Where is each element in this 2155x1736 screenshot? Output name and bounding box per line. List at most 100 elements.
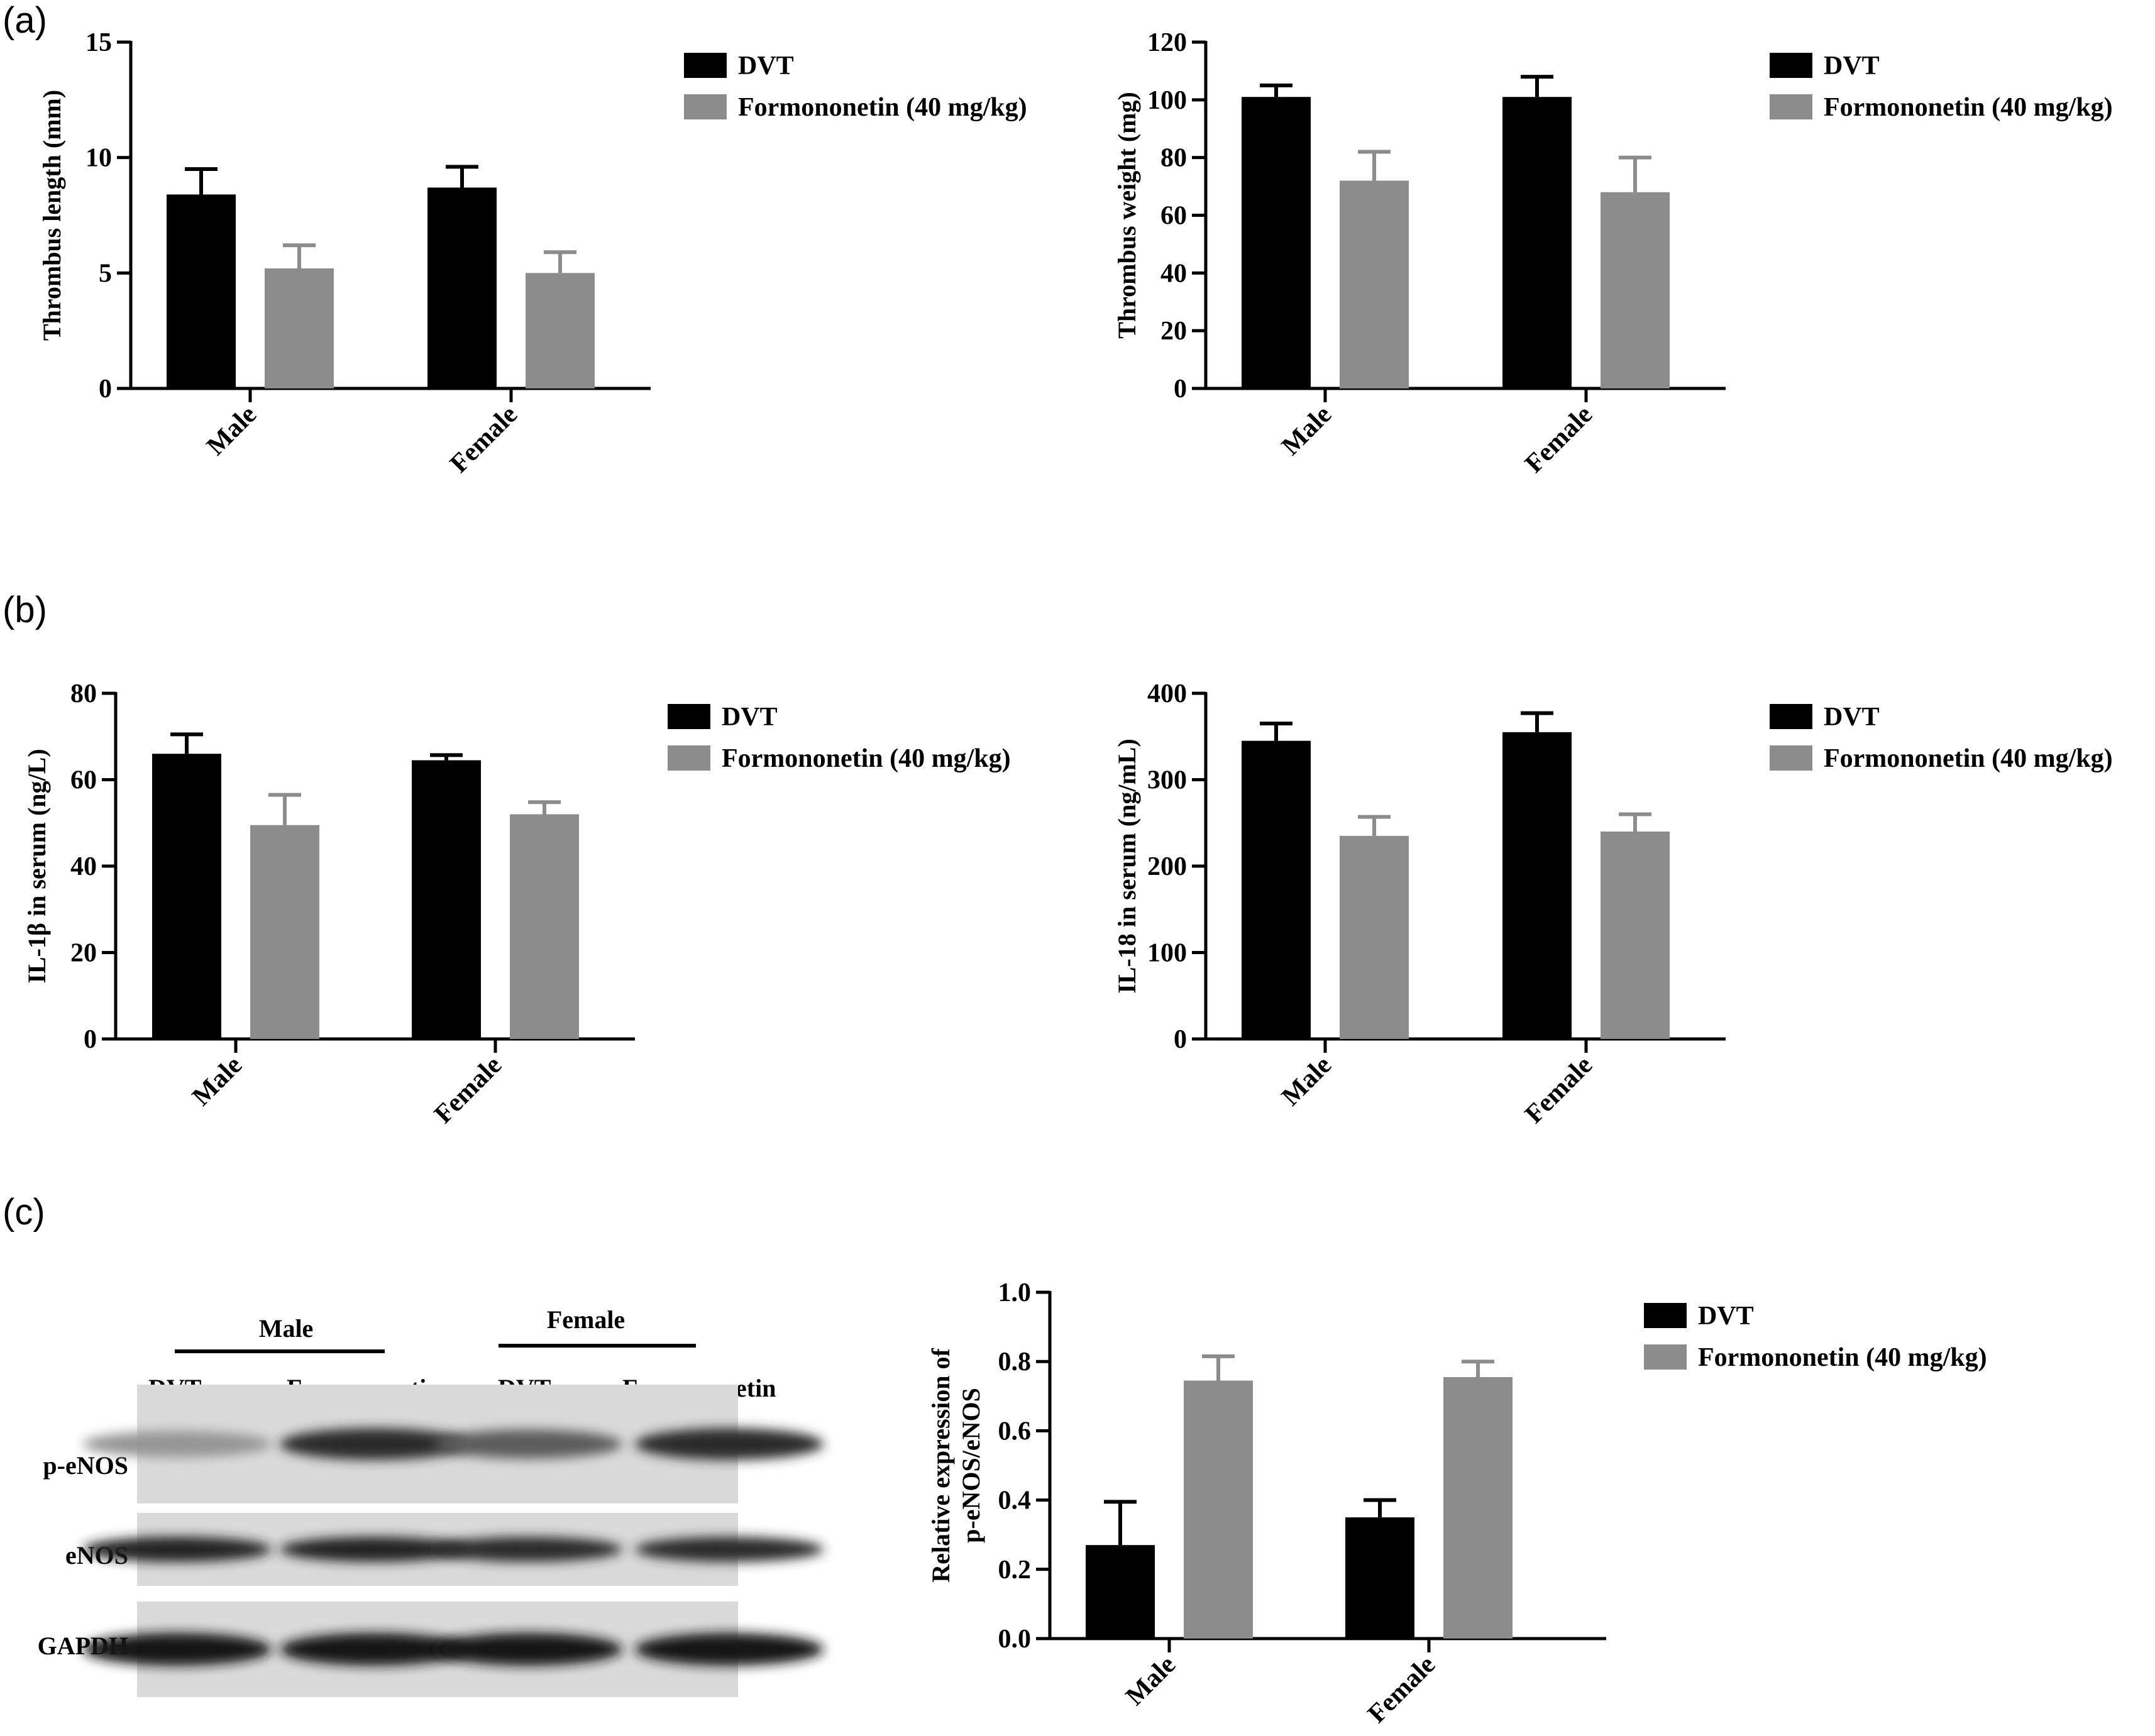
x-tick-label-male: Male (201, 400, 262, 461)
legend-swatch-formononetin (1644, 1344, 1687, 1370)
panel-label-b: (b) (3, 590, 47, 630)
x-tick-label-female: Female (1519, 1051, 1598, 1129)
y-axis-label: Thrombus weight (mg) (1113, 92, 1141, 339)
bar-dvt-female (1345, 1517, 1414, 1639)
legend-label-dvt: DVT (1824, 52, 1880, 80)
legend-swatch-formononetin (684, 94, 727, 119)
legend-label-dvt: DVT (1824, 703, 1880, 732)
legend-label-dvt: DVT (738, 52, 794, 80)
blot-row-label-p-enos: p-eNOS (43, 1451, 128, 1480)
blot-band (434, 1633, 622, 1666)
legend: DVT Formononetin (40 mg/kg) (684, 52, 1027, 122)
x-tick-label-male: Male (1120, 1651, 1181, 1711)
y-tick-label: 80 (1160, 144, 1187, 173)
panel-label-a: (a) (3, 0, 47, 41)
bar-dvt-male (1086, 1545, 1155, 1639)
legend-swatch-dvt (668, 704, 710, 729)
x-tick-label-male: Male (187, 1051, 248, 1112)
y-tick-label: 300 (1147, 766, 1187, 795)
y-tick-label: 200 (1147, 852, 1187, 881)
y-axis-label-line-1: Relative expression of (927, 1348, 955, 1583)
legend-label-dvt: DVT (1698, 1302, 1754, 1331)
blot-band (635, 1633, 824, 1666)
legend-swatch-dvt (1644, 1303, 1687, 1328)
blot-band (434, 1429, 622, 1459)
bar-formononetin-female (526, 273, 595, 388)
panel-label-c: (c) (3, 1192, 45, 1233)
blot-band (83, 1431, 272, 1458)
bar-formononetin-female (1601, 192, 1670, 388)
bar-dvt-male (1242, 740, 1311, 1039)
x-tick-label-female: Female (429, 1051, 507, 1129)
bar-dvt-male (1242, 97, 1311, 388)
bar-dvt-female (1502, 97, 1572, 388)
bar-formononetin-male (1340, 835, 1409, 1039)
bar-dvt-male (167, 194, 236, 388)
blot-band (635, 1537, 824, 1562)
legend: DVT Formononetin (40 mg/kg) (1770, 703, 2113, 773)
bar-dvt-female (412, 760, 481, 1039)
il1b-serum-chart: 0 20 40 60 80 IL-1β in serum (ng/L) Male Female… (23, 679, 1011, 1129)
y-tick-label: 80 (70, 679, 97, 708)
y-tick-label: 0 (1174, 375, 1187, 404)
x-tick-label-female: Female (1362, 1651, 1441, 1729)
y-tick-label: 100 (1147, 86, 1187, 115)
il18-serum-chart: 0 100 200 300 400 IL-18 in serum (ng/mL) Male F… (1113, 679, 2113, 1129)
y-axis-label: Thrombus length (mm) (38, 90, 66, 341)
p-enos-ratio-chart: 0.0 0.2 0.4 0.6 0.8 1.0 Relative expression of… (927, 1278, 1987, 1728)
bar-formononetin-female (1443, 1376, 1513, 1639)
y-tick-label: 0.4 (998, 1486, 1032, 1515)
bar-formononetin-male (265, 268, 334, 388)
y-tick-label: 40 (70, 852, 97, 881)
bar-formononetin-male (1184, 1380, 1253, 1639)
legend-swatch-formononetin (1770, 94, 1812, 119)
y-tick-label: 5 (99, 259, 112, 288)
y-tick-label: 60 (70, 766, 97, 795)
x-tick-label-female: Female (444, 400, 523, 479)
y-tick-label: 20 (1160, 317, 1187, 346)
y-tick-label: 60 (1160, 202, 1187, 231)
legend-swatch-formononetin (668, 745, 710, 771)
legend-swatch-formononetin (1770, 745, 1812, 771)
thrombus-weight-chart: 0 20 40 60 80 100 120 Thrombus weight (mg) Male F… (1113, 28, 2113, 478)
legend: DVT Formononetin (40 mg/kg) (1644, 1302, 1987, 1372)
legend-label-formononetin: Formononetin (40 mg/kg) (722, 744, 1011, 773)
legend: DVT Formononetin (40 mg/kg) (1770, 52, 2113, 122)
bar-dvt-male (152, 754, 221, 1039)
legend-swatch-dvt (1770, 704, 1812, 729)
blot-band (280, 1428, 468, 1460)
thrombus-length-chart: 0 5 10 15 Thrombus length (mm) Male Female DVT F… (38, 28, 1027, 478)
blot-band (83, 1537, 272, 1562)
y-tick-label: 0.6 (998, 1417, 1032, 1446)
legend-label-formononetin: Formononetin (40 mg/kg) (1698, 1343, 1987, 1372)
legend-label-formononetin: Formononetin (40 mg/kg) (738, 93, 1027, 122)
x-tick-label-male: Male (1276, 1051, 1337, 1112)
legend-label-formononetin: Formononetin (40 mg/kg) (1824, 744, 2113, 773)
y-tick-label: 0 (99, 375, 112, 404)
legend: DVT Formononetin (40 mg/kg) (668, 703, 1011, 773)
blot-band (280, 1537, 468, 1562)
y-tick-label: 0.8 (998, 1348, 1032, 1376)
bar-formononetin-female (510, 814, 579, 1039)
legend-swatch-dvt (684, 53, 727, 78)
legend-label-formononetin: Formononetin (40 mg/kg) (1824, 93, 2113, 122)
y-tick-label: 0 (1174, 1025, 1187, 1054)
bar-formononetin-male (250, 825, 319, 1039)
blot-band (83, 1633, 272, 1666)
y-tick-label: 0.2 (998, 1556, 1032, 1585)
bar-dvt-female (1502, 732, 1572, 1039)
y-tick-label: 0.0 (998, 1625, 1032, 1654)
y-tick-label: 40 (1160, 259, 1187, 288)
y-axis-label: IL-18 in serum (ng/mL) (1113, 739, 1141, 994)
y-tick-label: 400 (1147, 679, 1187, 708)
y-tick-label: 20 (70, 939, 97, 968)
bar-formononetin-male (1340, 180, 1409, 388)
y-axis-label: IL-1β in serum (ng/L) (23, 749, 51, 983)
blot-band (434, 1537, 622, 1562)
y-tick-label: 1.0 (998, 1278, 1032, 1307)
bar-dvt-female (427, 187, 497, 388)
y-tick-label: 0 (84, 1025, 97, 1054)
x-tick-label-female: Female (1519, 400, 1598, 479)
blot-group-label-male: Male (259, 1314, 314, 1343)
